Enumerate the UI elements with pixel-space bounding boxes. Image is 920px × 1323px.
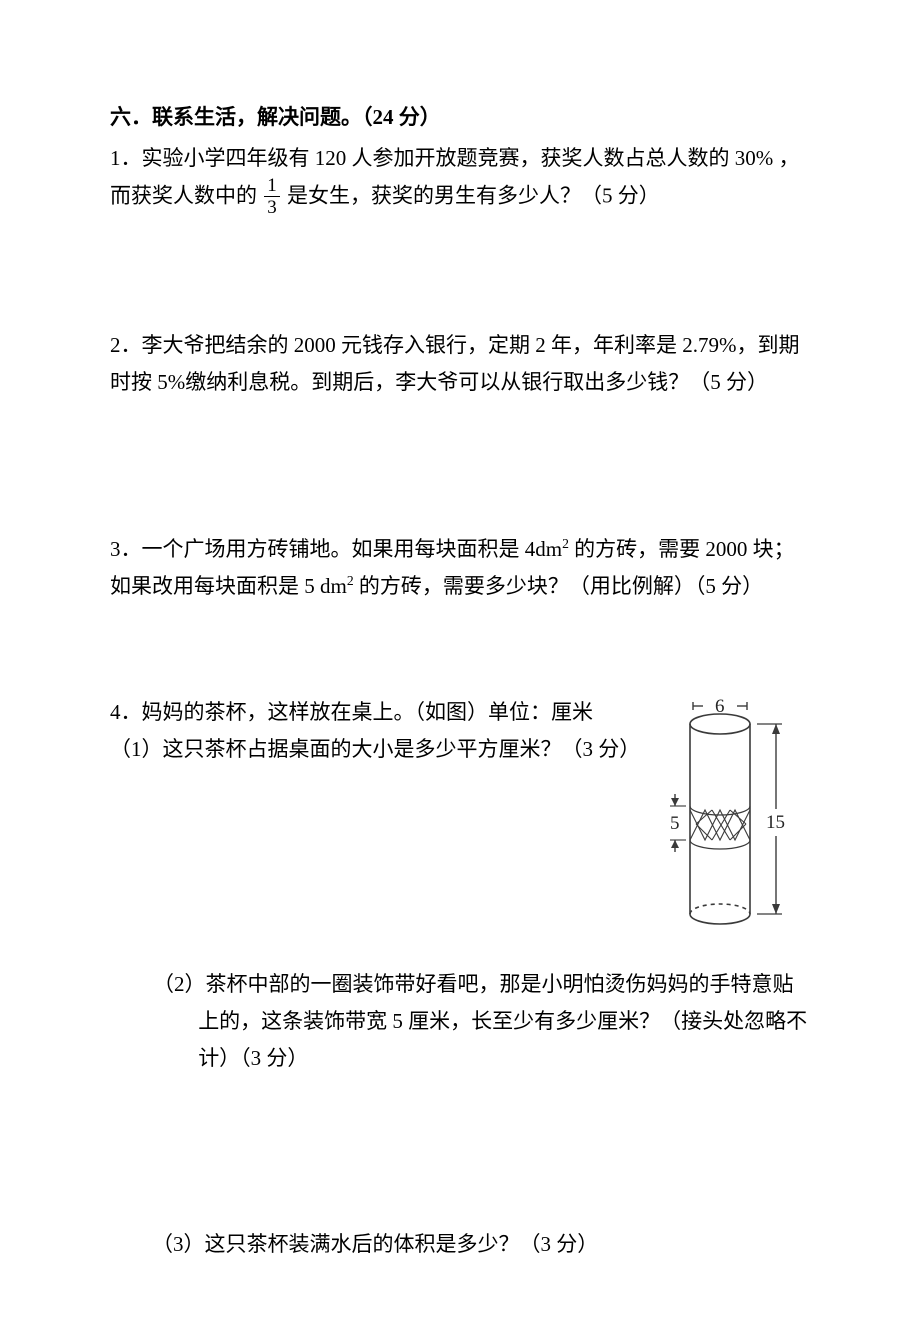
q4-line1: 4．妈妈的茶杯，这样放在桌上。（如图）单位：厘米 xyxy=(110,694,632,731)
fraction-denominator: 3 xyxy=(264,197,280,217)
label-band: 5 xyxy=(670,813,680,834)
q4-sub1: （1）这只茶杯占据桌面的大小是多少平方厘米？（3 分） xyxy=(110,731,632,768)
q3-sup-1: 2 xyxy=(562,536,569,551)
section-title: 六．联系生活，解决问题。（24 分） xyxy=(110,100,810,136)
question-2: 2．李大爷把结余的 2000 元钱存入银行，定期 2 年，年利率是 2.79%，… xyxy=(110,327,810,401)
cup-diagram: 6 xyxy=(660,694,810,952)
q4-sub2: （2）茶杯中部的一圈装饰带好看吧，那是小明怕烫伤妈妈的手特意贴上的，这条装饰带宽… xyxy=(110,966,810,1076)
q4-sub3: （3）这只茶杯装满水后的体积是多少？（3 分） xyxy=(110,1226,810,1263)
question-3: 3．一个广场用方砖铺地。如果用每块面积是 4dm2 的方砖，需要 2000 块；… xyxy=(110,531,810,605)
fraction-one-third: 1 3 xyxy=(264,176,280,217)
q1-text-b: 是女生，获奖的男生有多少人？（5 分） xyxy=(287,184,660,208)
q3-text-a: 3．一个广场用方砖铺地。如果用每块面积是 4dm xyxy=(110,537,562,561)
cup-svg: 6 xyxy=(660,694,810,940)
q4-wrap: 4．妈妈的茶杯，这样放在桌上。（如图）单位：厘米 （1）这只茶杯占据桌面的大小是… xyxy=(110,694,810,952)
q2-text: 2．李大爷把结余的 2000 元钱存入银行，定期 2 年，年利率是 2.79%，… xyxy=(110,333,800,394)
label-height: 15 xyxy=(766,812,785,833)
q3-sup-2: 2 xyxy=(347,573,354,588)
q4-text-col: 4．妈妈的茶杯，这样放在桌上。（如图）单位：厘米 （1）这只茶杯占据桌面的大小是… xyxy=(110,694,632,768)
q3-text-c: 的方砖，需要多少块？（用比例解）（5 分） xyxy=(354,574,764,598)
page: 六．联系生活，解决问题。（24 分） 1．实验小学四年级有 120 人参加开放题… xyxy=(0,0,920,1323)
question-1: 1．实验小学四年级有 120 人参加开放题竞赛，获奖人数占总人数的 30% ，而… xyxy=(110,140,810,218)
question-4: 4．妈妈的茶杯，这样放在桌上。（如图）单位：厘米 （1）这只茶杯占据桌面的大小是… xyxy=(110,694,810,1263)
fraction-numerator: 1 xyxy=(264,176,280,197)
